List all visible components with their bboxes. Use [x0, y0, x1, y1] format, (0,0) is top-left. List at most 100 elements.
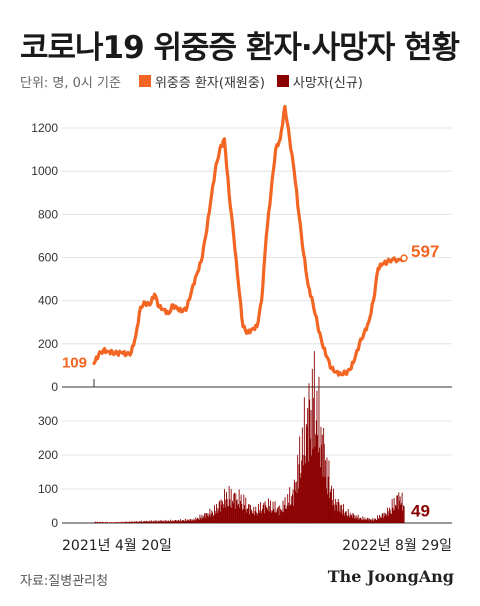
death-bar	[172, 521, 174, 523]
death-bar	[121, 521, 123, 523]
death-bar	[342, 509, 344, 523]
death-bar	[253, 515, 255, 523]
death-bar	[399, 496, 401, 523]
death-bar	[391, 513, 392, 523]
death-bar	[246, 508, 248, 523]
death-bar	[395, 504, 396, 523]
death-bar	[148, 521, 150, 523]
death-bar	[374, 518, 376, 523]
death-bar	[272, 501, 274, 523]
death-bar	[329, 492, 331, 523]
death-bar	[113, 522, 115, 523]
death-bar	[111, 522, 113, 523]
death-bar	[326, 457, 328, 523]
death-bar	[232, 500, 233, 523]
death-bar	[307, 408, 309, 523]
death-bar	[227, 505, 229, 523]
top-y-tick-label: 800	[38, 207, 58, 221]
death-bar	[196, 519, 198, 523]
death-bar	[127, 522, 129, 523]
death-bar	[376, 520, 378, 523]
x-axis-start-label: 2021년 4월 20일	[62, 538, 172, 554]
death-bar	[250, 509, 252, 523]
death-bar	[351, 514, 353, 523]
death-bar	[226, 491, 227, 523]
death-bar	[261, 508, 263, 523]
death-bar	[339, 505, 341, 523]
death-bar	[315, 420, 317, 523]
death-bar	[180, 519, 182, 523]
death-bar	[216, 504, 217, 523]
death-bar	[323, 443, 325, 523]
death-bar	[301, 427, 303, 523]
top-y-tick-label: 1200	[31, 121, 58, 135]
death-bar	[206, 513, 207, 523]
death-bar	[249, 504, 251, 523]
death-bar	[244, 504, 245, 523]
death-bar	[377, 518, 379, 523]
death-bar	[185, 520, 187, 523]
bottom-y-tick-label: 0	[51, 516, 58, 530]
death-bar	[401, 492, 403, 523]
death-bar	[190, 520, 192, 523]
death-bar	[248, 503, 250, 523]
death-bar	[301, 460, 303, 523]
death-bar	[387, 515, 389, 523]
death-bar	[253, 506, 255, 523]
death-bar	[316, 390, 318, 523]
death-bar	[190, 519, 192, 523]
death-bar	[304, 455, 306, 523]
death-bar	[275, 512, 277, 523]
death-bar	[392, 507, 394, 523]
death-bar	[393, 510, 394, 523]
death-bar	[359, 517, 361, 523]
death-bar	[132, 521, 134, 523]
death-bar	[178, 521, 180, 523]
death-bar	[239, 507, 241, 523]
death-bar	[114, 522, 116, 523]
death-bar	[137, 521, 139, 523]
death-bar	[131, 521, 133, 523]
death-bar	[365, 518, 367, 523]
death-bar	[338, 502, 340, 523]
death-bar	[291, 494, 293, 523]
death-bar	[242, 510, 243, 523]
death-bar	[327, 476, 329, 523]
death-bar	[357, 517, 359, 523]
death-bar	[172, 520, 174, 523]
death-bar	[365, 519, 366, 523]
death-bar	[164, 520, 166, 523]
severe-end-label: 597	[411, 242, 439, 261]
death-bar	[176, 521, 178, 523]
death-bar	[244, 509, 246, 523]
death-bar	[144, 521, 146, 523]
death-bar	[142, 521, 144, 523]
death-bar	[98, 522, 100, 523]
death-bar	[224, 507, 226, 523]
death-bar	[196, 517, 198, 523]
death-bar	[330, 489, 332, 523]
death-bar	[325, 488, 327, 523]
death-bar	[238, 489, 240, 523]
death-bar	[245, 497, 247, 523]
death-bar	[255, 506, 257, 523]
death-bar	[299, 436, 301, 523]
death-bar	[147, 521, 149, 523]
death-bar	[124, 521, 126, 523]
death-bar	[223, 503, 225, 523]
death-bar	[218, 501, 220, 523]
death-bar	[310, 409, 312, 523]
death-bar	[175, 520, 177, 523]
death-bar	[136, 521, 138, 523]
death-bar	[333, 488, 335, 523]
death-bar	[340, 512, 342, 523]
death-bar	[273, 508, 275, 523]
death-bar	[132, 522, 134, 523]
death-bar	[283, 511, 285, 523]
death-bar	[262, 505, 264, 523]
death-bar	[355, 515, 357, 523]
death-bar	[390, 513, 392, 523]
death-bar	[109, 522, 111, 523]
death-bar	[381, 517, 382, 523]
death-bar	[183, 520, 185, 523]
